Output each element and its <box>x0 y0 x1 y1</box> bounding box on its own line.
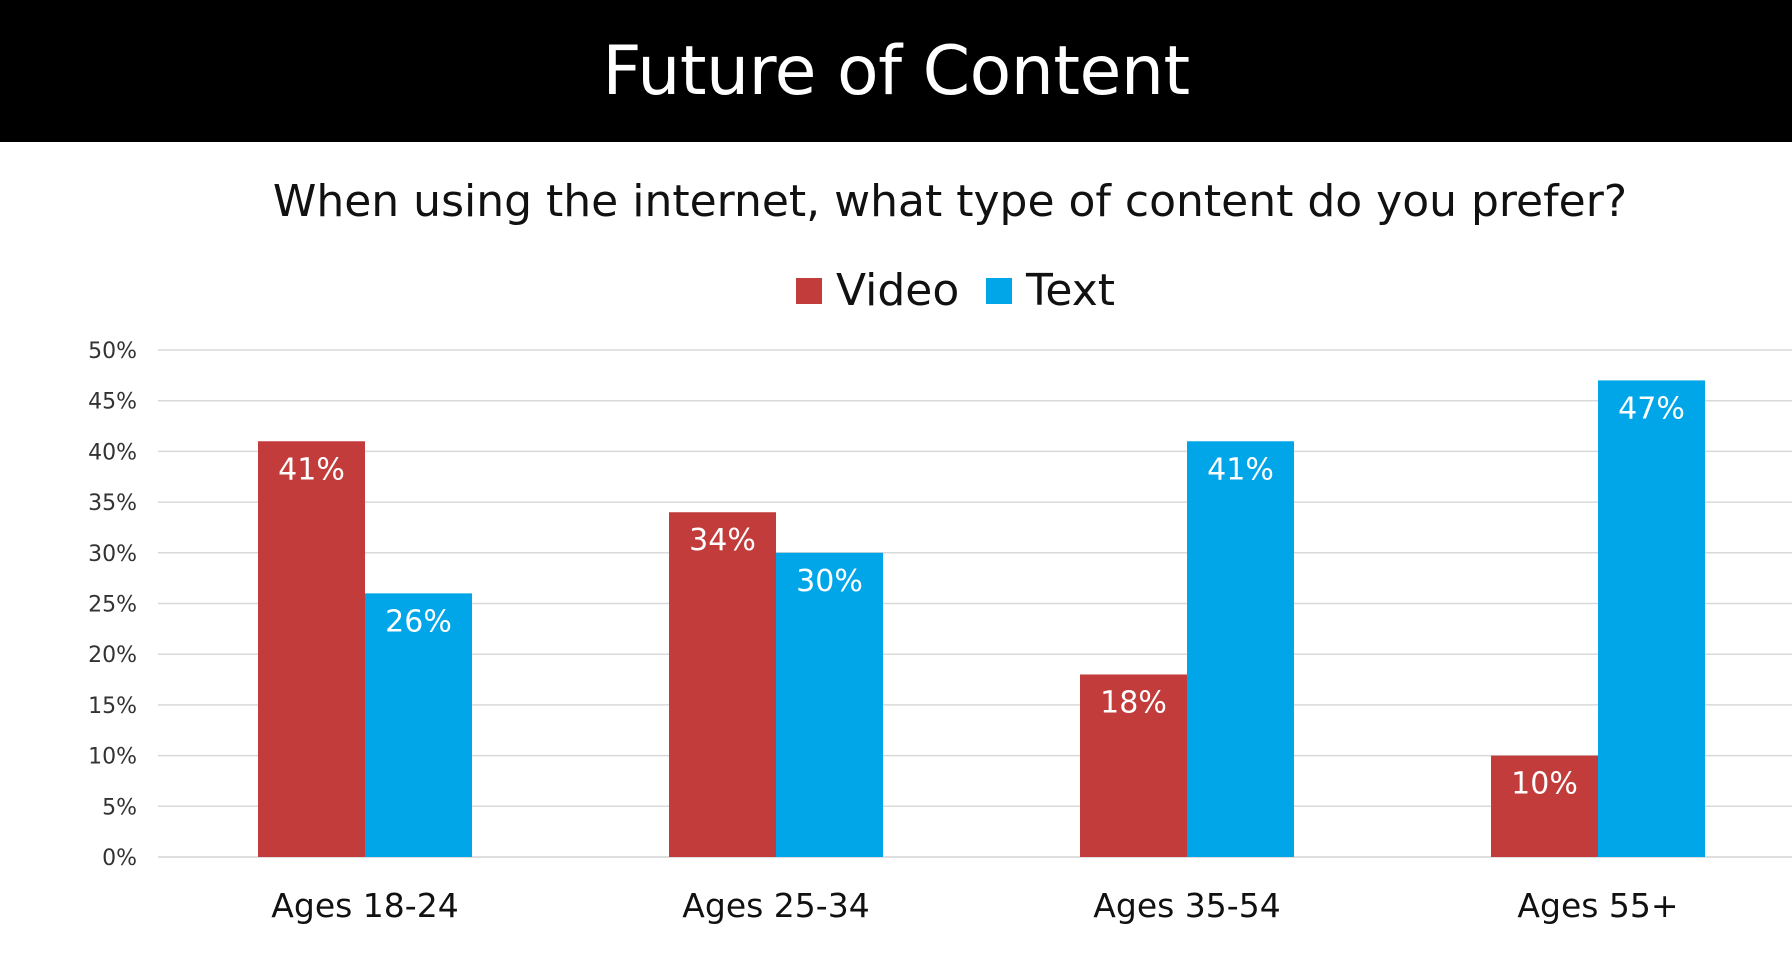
bar-video <box>1491 755 1598 857</box>
x-tick-label: Ages 25-34 <box>682 886 869 925</box>
title-bar: Future of Content <box>0 0 1792 142</box>
data-label-video: 34% <box>689 523 756 558</box>
y-tick-label: 35% <box>88 491 137 516</box>
legend-swatch-video <box>796 278 822 304</box>
y-tick-label: 10% <box>88 745 137 770</box>
data-label-video: 18% <box>1100 685 1167 720</box>
data-label-video: 41% <box>278 452 345 487</box>
bar-text <box>365 593 472 857</box>
y-tick-label: 45% <box>88 390 137 415</box>
bar-video <box>669 512 776 857</box>
y-tick-label: 50% <box>88 339 137 364</box>
x-tick-label: Ages 35-54 <box>1093 886 1280 925</box>
legend-label-video: Video <box>836 265 959 316</box>
x-tick-label: Ages 55+ <box>1517 886 1678 925</box>
bar-text <box>1598 380 1705 857</box>
data-label-text: 30% <box>796 564 863 599</box>
bar-video <box>258 441 365 857</box>
x-tick-label: Ages 18-24 <box>271 886 458 925</box>
y-tick-label: 15% <box>88 694 137 719</box>
y-tick-label: 5% <box>102 795 137 820</box>
data-label-video: 10% <box>1511 767 1578 802</box>
bar-chart: When using the internet, what type of co… <box>88 176 1792 925</box>
y-tick-label: 30% <box>88 542 137 567</box>
bar-text <box>1187 441 1294 857</box>
y-tick-label: 40% <box>88 440 137 465</box>
x-axis: Ages 18-24 Ages 25-34 Ages 35-54 Ages 55+ <box>271 886 1678 925</box>
legend-swatch-text <box>986 278 1012 304</box>
y-tick-label: 0% <box>102 846 137 871</box>
bar-video <box>1080 674 1187 857</box>
y-axis: 0% 5% 10% 15% 20% 25% 30% 35% 40% 45% 50% <box>88 339 137 871</box>
legend-label-text: Text <box>1025 265 1115 316</box>
page-title: Future of Content <box>602 31 1190 111</box>
data-label-text: 41% <box>1207 452 1274 487</box>
y-tick-label: 25% <box>88 593 137 618</box>
data-label-text: 47% <box>1618 391 1685 426</box>
data-label-text: 26% <box>385 604 452 639</box>
bars <box>258 380 1705 857</box>
chart-title: When using the internet, what type of co… <box>273 176 1627 227</box>
data-labels: 41% 26% 34% 30% 18% 41% 10% 47% <box>278 391 1685 801</box>
bar-text <box>776 552 883 857</box>
legend: Video Text <box>796 265 1115 316</box>
y-tick-label: 20% <box>88 643 137 668</box>
